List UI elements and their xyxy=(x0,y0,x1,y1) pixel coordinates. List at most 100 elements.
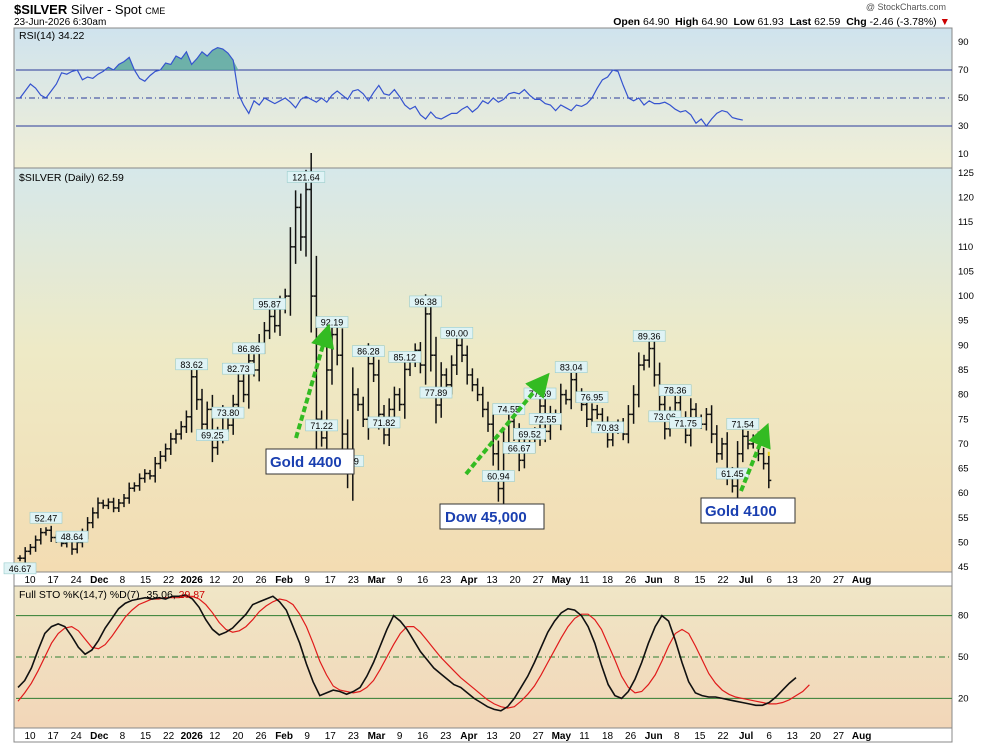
ohlc-bar xyxy=(95,497,101,519)
ohlc-bar xyxy=(147,469,153,480)
ohlc-bar xyxy=(568,370,574,410)
price-x-tick: Dec xyxy=(90,575,109,586)
ohlc-bar xyxy=(719,437,725,460)
price-x-tick: 20 xyxy=(510,575,522,586)
stochastic-x-tick: 22 xyxy=(717,731,729,742)
ohlc-bar xyxy=(272,309,278,333)
price-value-label: 71.54 xyxy=(726,418,760,430)
ohlc-bar xyxy=(246,346,252,409)
stochastic-x-tick: Apr xyxy=(460,731,477,742)
chart-date: 23-Jun-2026 6:30am xyxy=(14,17,107,28)
price-value-label: 72.55 xyxy=(528,413,562,425)
annotation-dow-45000: Dow 45,000 xyxy=(439,503,545,530)
stochastic-x-tick: 9 xyxy=(397,731,403,742)
ohlc-bar xyxy=(298,193,304,251)
price-x-tick: 27 xyxy=(533,575,545,586)
ohlc-bar xyxy=(740,427,746,463)
ohlc-bar xyxy=(709,405,715,444)
stochastic-x-tick: 17 xyxy=(48,731,60,742)
stochastic-x-tick: 23 xyxy=(348,731,360,742)
price-y-tick: 125 xyxy=(958,168,974,179)
svg-text:72.55: 72.55 xyxy=(534,414,557,424)
symbol: $SILVER xyxy=(14,2,68,17)
price-value-label: 78.36 xyxy=(658,384,692,397)
rsi-y-tick: 70 xyxy=(958,65,969,76)
price-value-label: 46.67 xyxy=(3,562,37,575)
price-value-label: 76.95 xyxy=(575,391,609,403)
ohlc-bar xyxy=(157,451,163,469)
quote-summary: Open 64.90 High 64.90 Low 61.93 Last 62.… xyxy=(613,16,950,28)
svg-text:74.55: 74.55 xyxy=(498,404,521,414)
last-value: 62.59 xyxy=(814,16,841,28)
price-x-tick: 27 xyxy=(833,575,845,586)
ohlc-bar xyxy=(17,555,23,562)
svg-text:60.94: 60.94 xyxy=(487,472,510,482)
rsi-y-tick: 30 xyxy=(958,121,969,132)
svg-text:95.87: 95.87 xyxy=(258,299,281,309)
price-y-tick: 45 xyxy=(958,562,969,573)
price-y-tick: 110 xyxy=(958,242,973,253)
ohlc-bar xyxy=(287,227,293,316)
price-value-label: 86.86 xyxy=(232,342,266,355)
stochastic-x-tick: 15 xyxy=(140,731,152,742)
ohlc-bar xyxy=(33,535,39,552)
price-value-label: 61.45 xyxy=(716,467,749,480)
price-value-label: 85.12 xyxy=(388,351,422,363)
price-x-tick: 13 xyxy=(486,575,498,586)
ohlc-bar xyxy=(594,404,600,420)
ohlc-bar xyxy=(100,499,106,509)
stochastic-x-tick: 20 xyxy=(232,731,244,742)
price-value-label: 71.82 xyxy=(367,416,401,429)
stochastic-x-tick: 13 xyxy=(787,731,799,742)
svg-text:69.25: 69.25 xyxy=(201,431,224,441)
down-triangle-icon: ▼ xyxy=(939,16,950,28)
ohlc-bar xyxy=(178,421,184,440)
price-y-tick: 50 xyxy=(958,537,969,548)
ohlc-bar xyxy=(703,408,709,431)
ohlc-bar xyxy=(116,498,122,513)
svg-text:52.47: 52.47 xyxy=(35,513,58,523)
open-label: Open xyxy=(613,16,641,28)
svg-text:92.19: 92.19 xyxy=(321,318,344,328)
stochastic-x-tick: Aug xyxy=(852,731,871,742)
ohlc-bar xyxy=(459,338,465,363)
price-x-tick: 26 xyxy=(625,575,637,586)
price-y-tick: 60 xyxy=(958,488,969,499)
ohlc-bar xyxy=(761,447,767,470)
price-y-tick: 90 xyxy=(958,340,969,351)
ohlc-bar xyxy=(194,366,200,410)
chg-label: Chg xyxy=(846,16,867,28)
low-label: Low xyxy=(733,16,755,28)
price-value-label: 95.87 xyxy=(253,298,286,310)
ohlc-bar xyxy=(38,528,44,545)
ohlc-bar xyxy=(152,456,158,483)
ohlc-bar xyxy=(90,507,96,529)
svg-text:71.75: 71.75 xyxy=(674,418,697,428)
price-x-tick: 6 xyxy=(766,575,772,586)
price-x-tick: Apr xyxy=(460,575,477,586)
ohlc-bar xyxy=(563,389,569,405)
price-value-label: 71.22 xyxy=(305,419,338,432)
ohlc-bar xyxy=(131,482,137,492)
ohlc-bar xyxy=(105,498,111,510)
ohlc-bar xyxy=(241,373,247,403)
svg-text:90.00: 90.00 xyxy=(446,328,469,338)
ohlc-bar xyxy=(469,368,475,392)
svg-text:85.12: 85.12 xyxy=(394,352,417,362)
chg-value: -2.46 (-3.78%) xyxy=(869,16,937,28)
chart-title-line: $SILVER Silver - Spot CME xyxy=(14,2,165,17)
ohlc-bar xyxy=(121,494,127,508)
svg-text:77.89: 77.89 xyxy=(425,388,448,398)
ohlc-bar xyxy=(324,345,330,463)
price-y-tick: 65 xyxy=(958,464,969,475)
stochastic-legend-prefix: Full STO %K(14,7) %D(7) xyxy=(19,589,140,601)
price-y-tick: 115 xyxy=(958,217,973,228)
price-x-tick: 17 xyxy=(325,575,337,586)
price-value-label: 73.06 xyxy=(648,410,682,423)
ohlc-bar xyxy=(142,469,148,483)
ohlc-bar xyxy=(371,356,377,383)
stochastic-x-tick: 16 xyxy=(417,731,429,742)
stochastic-x-tick: 23 xyxy=(440,731,452,742)
svg-text:86.86: 86.86 xyxy=(238,344,261,354)
ohlc-bar xyxy=(485,401,491,432)
